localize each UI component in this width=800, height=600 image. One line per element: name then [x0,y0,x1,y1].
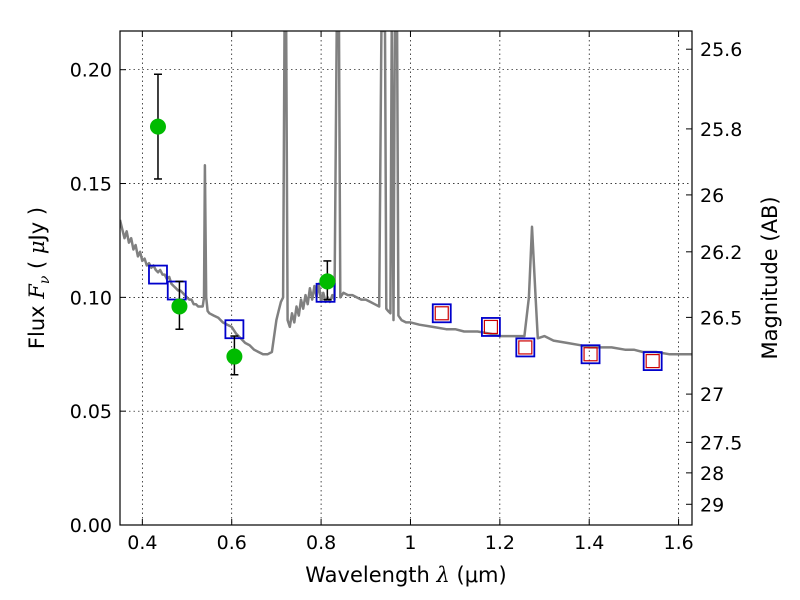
y-axis-title: Flux Fν ( μJy ) [25,207,53,349]
right-tick-label: 27.5 [700,432,742,454]
x-tick-label: 0.8 [306,532,336,554]
observed-point [149,118,166,135]
x-tick-label: 1 [404,532,416,554]
model-square-marker [431,303,452,324]
model-square-marker [580,344,601,365]
plot-frame [119,30,693,526]
markers [148,73,663,376]
y-tick-label: 0.05 [70,401,112,423]
y-tick-label: 0.00 [70,515,112,537]
x-tick-label: 0.4 [127,532,157,554]
right-tick-label: 26 [700,185,724,207]
x-tick-label: 1.6 [663,532,693,554]
right-tick-label: 26.5 [700,307,742,329]
inner-square-marker [518,340,533,355]
inner-square-marker [483,319,499,335]
y-tick-label: 0.10 [70,287,112,309]
model-square-marker [481,317,501,337]
observed-point [226,348,243,365]
x-tick-label: 0.6 [217,532,247,554]
model-square-marker [642,351,663,371]
y-tick-label: 0.20 [70,60,112,82]
x-tick-label: 1.2 [485,532,515,554]
inner-square-marker [645,353,660,369]
y-tick-label: 0.15 [70,174,112,196]
model-square-marker [148,264,168,285]
axis-ticks: 0.4 0.6 0.8 1 1.2 1.4 1.6 0.00 0.05 0.10 0.15 0.20 2… [70,31,742,554]
observed-point [319,273,336,290]
right-tick-label: 28 [700,463,724,485]
right-tick-label: 25.6 [700,39,742,61]
inner-square-marker [583,347,598,362]
right-axis-title: Magnitude (AB) [758,196,782,359]
inner-square-marker [434,306,449,321]
model-square-marker [515,337,536,358]
right-tick-label: 27 [700,384,724,406]
right-tick-label: 26.2 [700,242,742,264]
right-tick-label: 29 [700,494,724,516]
right-tick-label: 25.8 [700,119,742,141]
x-axis-title: Wavelength λ (μm) [305,563,506,587]
observed-point [171,298,188,315]
x-tick-label: 1.4 [574,532,604,554]
